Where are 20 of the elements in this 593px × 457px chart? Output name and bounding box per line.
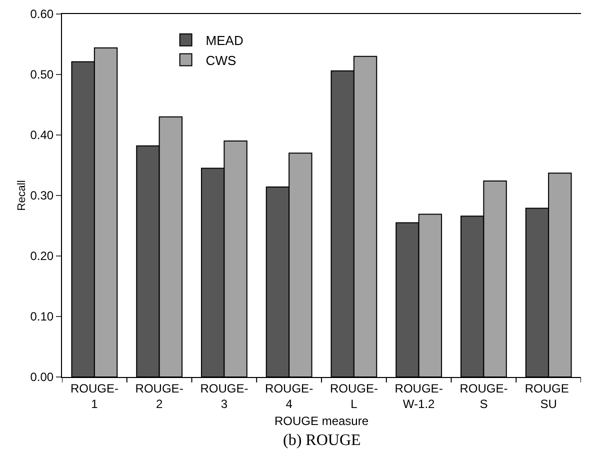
y-axis-title: Recall	[16, 180, 28, 211]
legend-label: MEAD	[206, 32, 244, 48]
y-tick-label: 0.10	[30, 310, 54, 324]
x-tick-label: ROUGE-W-1.2	[394, 381, 443, 411]
y-tick-label: 0.50	[30, 68, 54, 82]
x-tick-label: ROUGE-S	[460, 381, 508, 411]
x-tick-label: ROUGE-3	[200, 381, 248, 411]
x-tick-label: ROUGE-2	[135, 381, 184, 411]
x-tick-label: ROUGE SU	[524, 381, 572, 411]
y-tick-label: 0.60	[30, 7, 54, 22]
x-tick-label: ROUGE-L	[330, 381, 378, 411]
y-tick-label: 0.40	[30, 128, 54, 142]
x-tick-label: ROUGE-1	[70, 381, 118, 411]
legend-label: CWS	[206, 52, 236, 68]
x-axis-title: ROUGE measure	[274, 414, 369, 428]
x-tick-label: ROUGE-4	[265, 381, 314, 411]
text: (b) ROUGE	[283, 432, 361, 449]
y-tick-label: 0.30	[30, 188, 54, 203]
y-tick-label: 0.00	[30, 370, 54, 384]
y-tick-label: 0.20	[30, 249, 54, 264]
